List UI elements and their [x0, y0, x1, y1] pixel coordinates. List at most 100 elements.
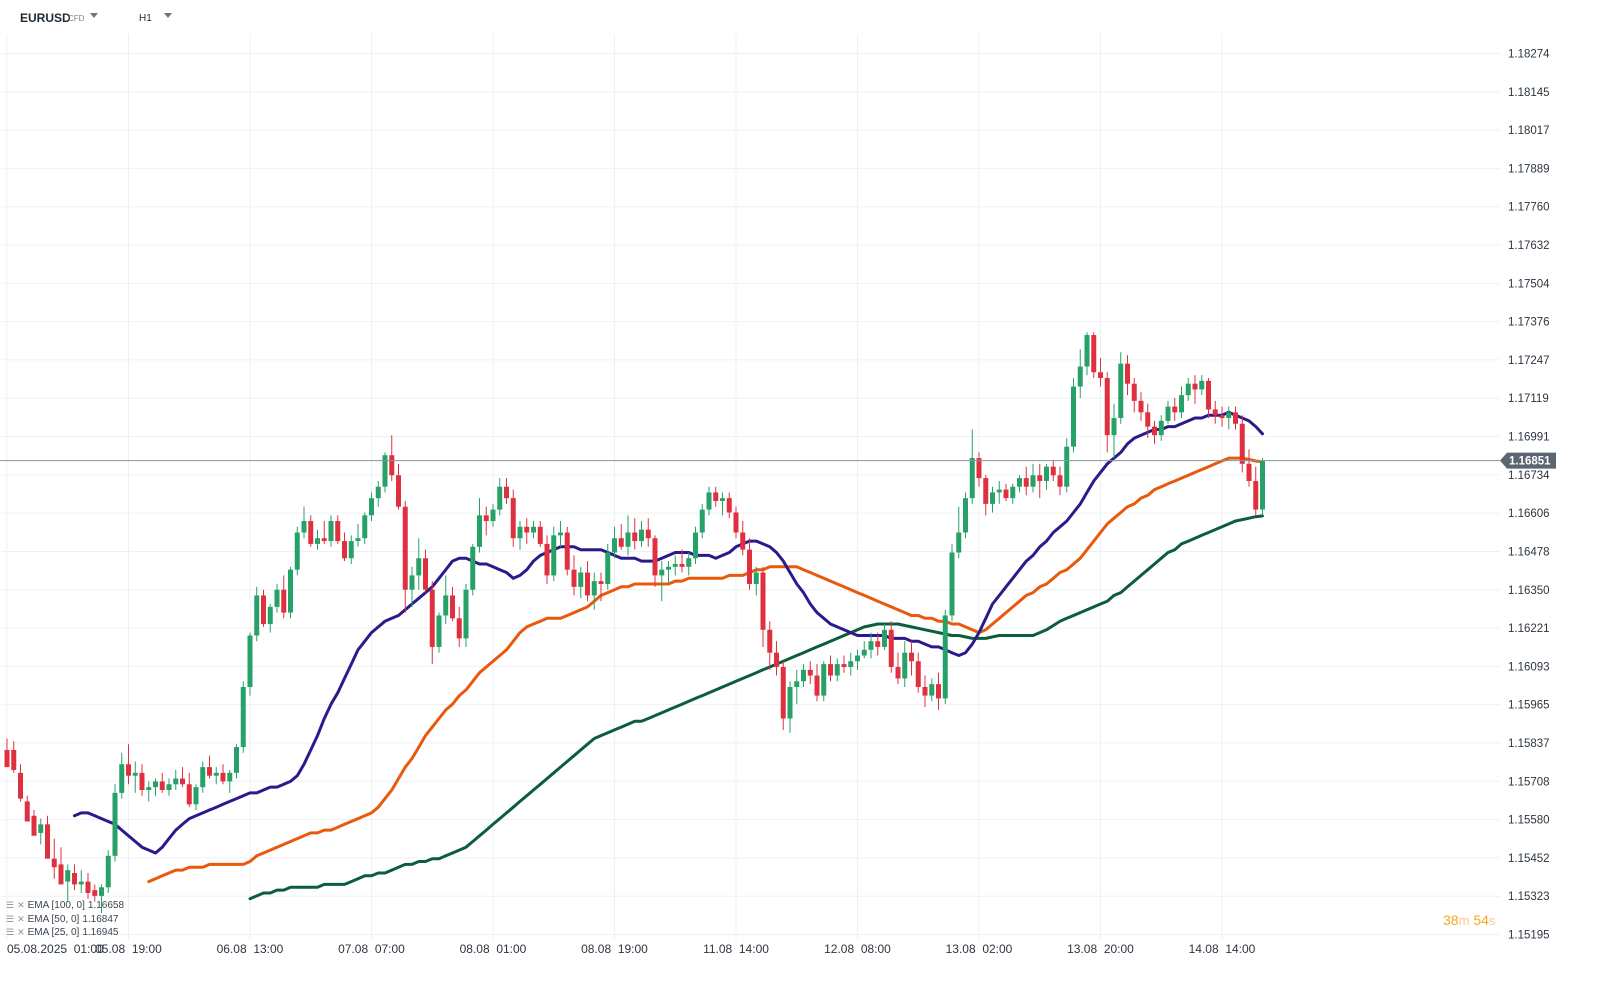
- candle: [335, 515, 341, 544]
- candle-body: [571, 569, 577, 587]
- legend-value: 1.16658: [87, 900, 125, 911]
- candle: [4, 738, 10, 768]
- candle-body: [72, 872, 77, 885]
- candle: [645, 518, 651, 547]
- y-tick-label: 1.18145: [1508, 87, 1550, 99]
- candle: [504, 478, 509, 504]
- candle-body: [1084, 335, 1090, 367]
- candle: [774, 641, 779, 676]
- candle: [841, 655, 847, 673]
- candle-body: [679, 563, 685, 567]
- candle: [220, 764, 226, 785]
- close-icon[interactable]: ✕: [17, 913, 25, 924]
- candle-body: [207, 767, 212, 776]
- candle: [760, 566, 766, 647]
- y-tick-label: 1.16350: [1508, 585, 1550, 597]
- candle: [396, 463, 401, 510]
- candle: [706, 486, 712, 516]
- candle: [328, 515, 334, 547]
- timeframe-selector[interactable]: H1: [139, 13, 152, 24]
- candle: [1125, 355, 1130, 396]
- candle-body: [510, 498, 516, 539]
- symbol-selector[interactable]: EURUSD: [20, 11, 71, 25]
- candle-body: [301, 521, 307, 533]
- candle-body: [112, 792, 118, 856]
- candle: [24, 795, 30, 822]
- candle: [1192, 375, 1198, 404]
- candle: [132, 761, 138, 793]
- candle-body: [855, 655, 860, 662]
- y-tick-label: 1.17889: [1508, 163, 1550, 175]
- candle-body: [456, 618, 462, 639]
- candle: [969, 429, 975, 504]
- legend-label: EMA [100, 0]: [27, 900, 85, 911]
- settings-icon[interactable]: ☰: [6, 900, 15, 910]
- close-icon[interactable]: ✕: [17, 927, 25, 937]
- candle: [936, 672, 941, 710]
- legend-item-ema50[interactable]: ☰ ✕ EMA [50, 0] 1.16847: [6, 913, 124, 927]
- candle-body: [598, 581, 604, 584]
- candle-body: [585, 572, 590, 596]
- candle: [200, 761, 206, 793]
- candle: [922, 675, 928, 708]
- y-tick-label: 1.17760: [1508, 202, 1550, 214]
- settings-icon[interactable]: ☰: [6, 927, 15, 937]
- candle-body: [220, 772, 226, 782]
- candle-body: [1118, 363, 1124, 419]
- candle-body: [990, 492, 995, 504]
- candle: [308, 515, 314, 547]
- candle-body: [234, 747, 239, 773]
- candle: [180, 767, 185, 788]
- candle: [949, 543, 955, 622]
- candle-body: [416, 558, 422, 576]
- chevron-down-icon[interactable]: [90, 13, 98, 18]
- candle: [882, 624, 887, 650]
- candle-body: [132, 772, 138, 776]
- close-icon[interactable]: ✕: [17, 900, 25, 910]
- candle-body: [1185, 383, 1191, 396]
- candle-body: [436, 615, 442, 647]
- candle: [51, 838, 57, 879]
- candle: [1253, 466, 1259, 516]
- candle: [713, 486, 719, 507]
- candle: [375, 480, 381, 507]
- candle-body: [261, 595, 266, 625]
- candle-body: [1233, 412, 1238, 424]
- legend-item-ema25[interactable]: ☰ ✕ EMA [25, 0] 1.16945: [6, 926, 124, 940]
- candle: [659, 561, 665, 602]
- candle-body: [747, 549, 752, 584]
- legend-item-ema100[interactable]: ☰ ✕ EMA [100, 0] 1.16658: [6, 899, 124, 913]
- candle-body: [828, 664, 833, 676]
- candle: [274, 583, 280, 613]
- chevron-down-icon[interactable]: [164, 13, 172, 18]
- candle-body: [504, 486, 509, 499]
- candle-body: [922, 686, 928, 696]
- candle-body: [1104, 377, 1110, 436]
- candle: [402, 501, 408, 613]
- candle-body: [1226, 412, 1232, 419]
- candle-body: [983, 478, 989, 504]
- candle-body: [1125, 363, 1130, 384]
- y-tick-label: 1.17504: [1508, 278, 1550, 290]
- candle-body: [1111, 418, 1117, 436]
- candle-body: [706, 492, 712, 510]
- candle: [524, 518, 530, 544]
- candle: [821, 661, 827, 702]
- y-tick-label: 1.18274: [1508, 49, 1550, 61]
- candle: [348, 535, 354, 564]
- y-tick-label: 1.15452: [1508, 853, 1550, 865]
- settings-icon[interactable]: ☰: [6, 913, 15, 924]
- candle: [153, 778, 158, 796]
- candle-body: [1064, 446, 1070, 487]
- candle: [1017, 475, 1022, 493]
- candle: [1260, 458, 1265, 516]
- candle: [598, 572, 604, 602]
- candle-body: [240, 686, 246, 748]
- x-tick-label: 05.08 19:00: [95, 942, 162, 956]
- candle: [672, 555, 678, 576]
- symbol-type-badge: CFD: [68, 14, 85, 23]
- candle-body: [639, 529, 644, 542]
- candle-body: [618, 538, 624, 547]
- candle-body: [902, 652, 908, 679]
